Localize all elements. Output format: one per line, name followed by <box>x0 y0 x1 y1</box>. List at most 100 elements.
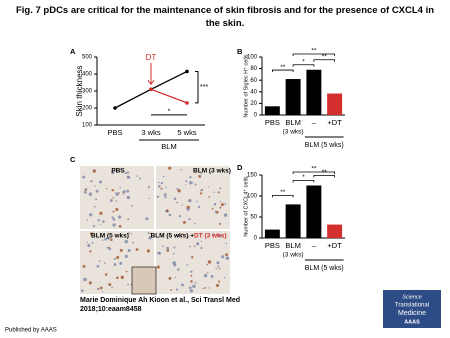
y-tick-label: 100 <box>247 194 258 200</box>
cell <box>90 180 93 183</box>
cell <box>156 265 160 269</box>
cell <box>198 175 202 178</box>
inset <box>131 266 157 295</box>
cell <box>101 291 104 293</box>
panel-label: A <box>70 47 76 56</box>
cell <box>114 191 117 194</box>
annotation: DT <box>146 53 157 62</box>
cell <box>136 175 139 177</box>
annotation: *** <box>200 84 208 91</box>
cell <box>86 219 89 221</box>
citation: 2018;10:eaam8458 <box>80 306 142 313</box>
cell <box>97 218 100 222</box>
bracket <box>292 64 315 67</box>
cell <box>215 267 217 270</box>
cell <box>127 283 129 286</box>
cell <box>95 189 99 193</box>
x-tick-note: (3 wks) <box>283 129 304 136</box>
cell <box>207 272 209 274</box>
cell <box>223 213 228 217</box>
y-tick-label: 150 <box>247 173 258 179</box>
cell <box>176 234 180 238</box>
cell <box>193 245 196 247</box>
cell <box>196 200 198 203</box>
cell <box>208 186 210 188</box>
cell <box>126 175 130 179</box>
cell <box>224 202 227 205</box>
cell <box>92 225 96 228</box>
annotation: ** <box>322 53 328 60</box>
cell <box>215 283 220 288</box>
cell <box>92 169 97 173</box>
cell <box>192 284 196 289</box>
y-tick-label: 20 <box>250 101 257 107</box>
cell <box>98 180 102 184</box>
cell <box>213 191 215 194</box>
cell <box>148 197 150 199</box>
cell <box>162 175 165 178</box>
cell <box>190 274 193 277</box>
cell <box>112 218 116 221</box>
annotation: * <box>302 58 305 65</box>
cell <box>202 287 204 290</box>
bracket <box>292 53 336 56</box>
cell <box>111 286 113 289</box>
line <box>150 88 188 104</box>
cell <box>115 207 119 212</box>
y-tick-label: 300 <box>82 89 93 95</box>
cell <box>210 275 214 278</box>
cell <box>176 201 179 204</box>
figure-title: Fig. 7 pDCs are critical for the mainten… <box>16 5 434 29</box>
image-label: BLM (3 wks) <box>193 168 231 175</box>
cell <box>194 281 197 284</box>
cell <box>83 277 87 282</box>
cell <box>225 256 230 260</box>
cell <box>218 268 221 270</box>
cell <box>219 222 222 225</box>
cell <box>201 188 204 191</box>
cell <box>165 186 167 189</box>
bracket <box>271 69 294 73</box>
cell <box>108 283 112 287</box>
cell <box>204 287 207 289</box>
bar <box>306 185 322 238</box>
cell <box>82 264 86 268</box>
cell <box>219 206 222 209</box>
cell <box>173 246 176 249</box>
cell <box>111 189 115 192</box>
cell <box>139 177 142 180</box>
x-tick-label: PBS <box>265 118 280 127</box>
cell <box>217 191 220 194</box>
y-axis-label: Number of CXCL4⁺ cells <box>242 176 249 237</box>
cell <box>181 283 184 287</box>
cell <box>88 281 92 285</box>
cell <box>120 275 124 280</box>
cell <box>208 287 211 289</box>
cell <box>127 218 130 221</box>
cell <box>194 183 197 186</box>
y-tick-label: 400 <box>82 72 93 78</box>
cell <box>89 232 93 236</box>
cell <box>112 197 114 199</box>
cell <box>172 261 176 265</box>
y-tick-label: 50 <box>250 215 257 221</box>
y-tick-label: 40 <box>250 89 257 95</box>
cell <box>216 234 219 236</box>
cell <box>191 256 194 259</box>
cell <box>112 210 115 213</box>
y-axis-label: Number of Siglec H⁺ cells <box>242 54 249 117</box>
y-tick-label: 100 <box>247 55 258 61</box>
cell <box>135 248 139 251</box>
image-label: PBS <box>111 168 125 175</box>
cell <box>113 257 116 261</box>
cell <box>116 276 119 280</box>
cell <box>189 176 192 179</box>
cell <box>164 196 167 199</box>
cell <box>174 276 177 279</box>
cell <box>119 248 123 253</box>
cell <box>182 220 186 224</box>
cell <box>89 250 92 253</box>
y-tick-label: 80 <box>250 66 257 72</box>
cell <box>96 287 99 290</box>
